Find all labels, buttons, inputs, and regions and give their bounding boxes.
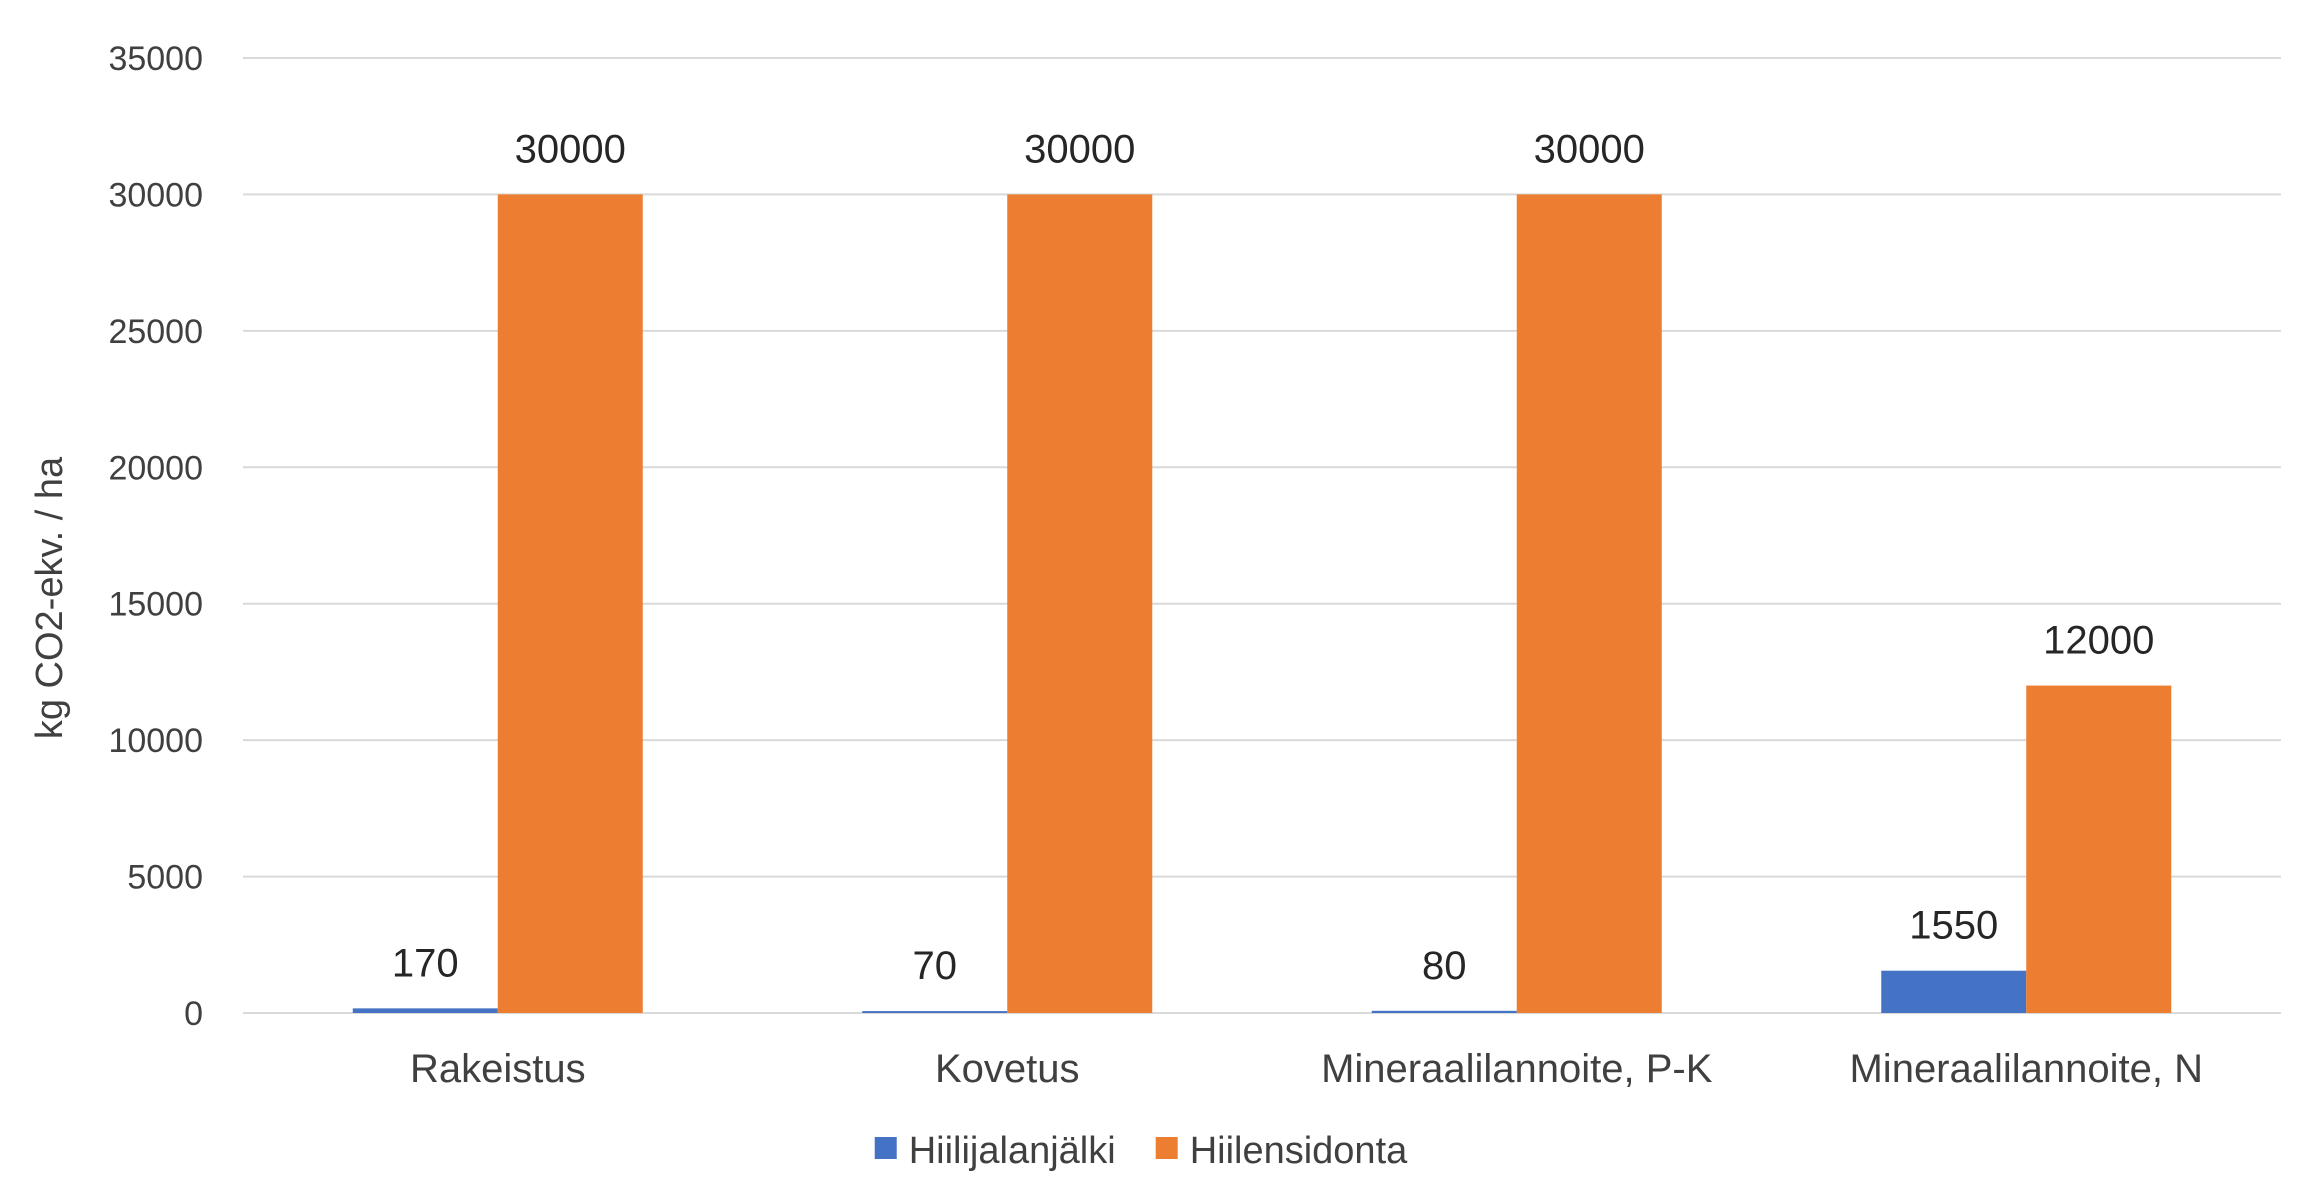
x-category-label: Rakeistus [410,1047,586,1091]
bar [352,1008,498,1013]
legend-label: Hiilijalanjälki [909,1130,1116,1172]
y-tick-label: 15000 [108,586,203,624]
data-label: 30000 [1024,127,1135,171]
data-labels: 170 30000 70 30000 80 30000 1550 12000 [392,127,2154,988]
bar [497,194,643,1013]
bar [1881,970,2027,1013]
x-axis-categories: Rakeistus Kovetus Mineraalilannoite, P-K Mi… [410,1047,2203,1091]
y-tick-label: 30000 [108,176,203,214]
y-tick-label: 5000 [127,859,203,897]
legend: Hiilijalanjälki Hiilensidonta [874,1130,1408,1172]
bar [1371,1010,1517,1013]
data-label: 12000 [2043,619,2154,663]
data-label: 70 [913,944,958,988]
y-tick-label: 10000 [108,722,203,760]
bars [352,194,2172,1013]
y-tick-label: 35000 [108,40,203,78]
x-category-label: Mineraalilannoite, N [1849,1047,2203,1091]
bar [1516,194,1662,1013]
data-label: 1550 [1909,904,1998,948]
data-label: 30000 [1534,127,1645,171]
y-tick-label: 0 [184,995,203,1033]
x-category-label: Mineraalilannoite, P-K [1321,1047,1713,1091]
x-category-label: Kovetus [935,1047,1080,1091]
bar [2026,685,2172,1013]
data-label: 30000 [515,127,626,171]
y-tick-label: 25000 [108,313,203,351]
bar [862,1011,1008,1013]
bar [1007,194,1153,1013]
legend-label: Hiilensidonta [1190,1130,1408,1172]
data-label: 170 [392,941,459,985]
y-tick-label: 20000 [108,449,203,487]
legend-swatch [874,1137,897,1159]
y-axis-title: kg CO2-ekv. / ha [29,456,71,739]
data-label: 80 [1422,944,1467,988]
y-axis-ticks: 0 5000 10000 15000 20000 25000 30000 35000 [108,40,203,1033]
legend-swatch [1155,1137,1178,1159]
